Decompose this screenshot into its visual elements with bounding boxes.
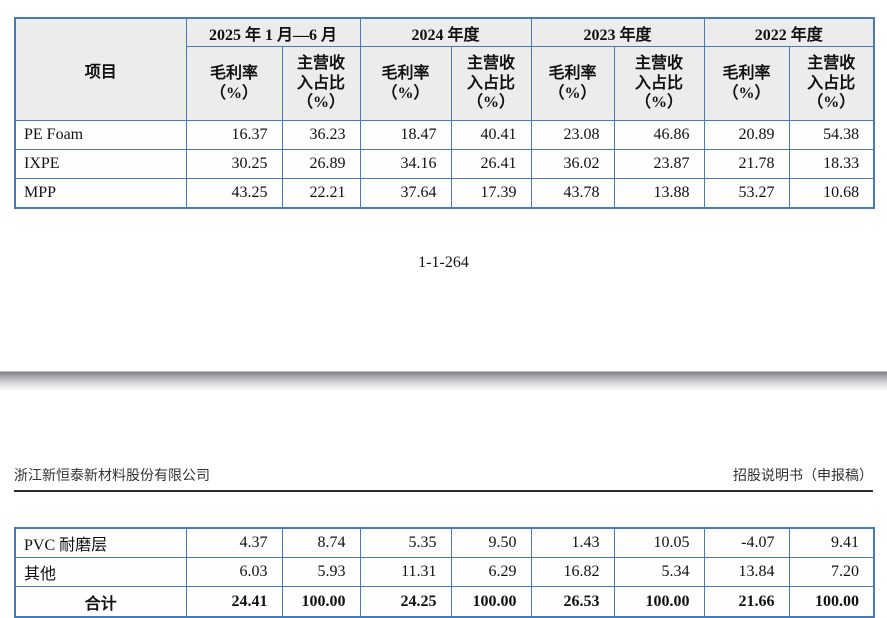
page-number: 1-1-264 bbox=[418, 254, 469, 271]
cell-value: 16.82 bbox=[530, 557, 615, 587]
cell-value: 30.25 bbox=[185, 149, 283, 179]
year-group-2025h1: 2025 年 1 月—6 月 bbox=[185, 17, 361, 47]
cell-value: 21.78 bbox=[703, 149, 790, 179]
cell-value: 100.00 bbox=[788, 586, 875, 618]
row-label: MPP bbox=[14, 178, 187, 209]
cell-value: 4.37 bbox=[185, 527, 283, 558]
cell-value: 18.33 bbox=[788, 149, 875, 179]
cell-value: 9.41 bbox=[788, 527, 875, 558]
cell-value: 11.31 bbox=[359, 557, 452, 587]
cell-value: 5.35 bbox=[359, 527, 452, 558]
row-label: 其他 bbox=[14, 557, 187, 587]
page-1: 项目 2025 年 1 月—6 月 2024 年度 2023 年度 2022 年… bbox=[0, 17, 887, 371]
cell-value: 17.39 bbox=[450, 178, 532, 209]
metric-revenue-share: 主营收 入占比 （%） bbox=[613, 46, 705, 121]
table-row-other: 其他 6.03 5.93 11.31 6.29 16.82 5.34 13.84… bbox=[14, 557, 875, 587]
table-row-pe-foam: PE Foam 16.37 36.23 18.47 40.41 23.08 46… bbox=[14, 120, 875, 150]
corner-header-item: 项目 bbox=[14, 17, 187, 121]
cell-value: 53.27 bbox=[703, 178, 790, 209]
cell-value: 18.47 bbox=[359, 120, 452, 150]
year-group-2023: 2023 年度 bbox=[530, 17, 705, 47]
cell-value: 23.08 bbox=[530, 120, 615, 150]
cell-value: 36.23 bbox=[281, 120, 361, 150]
table-row-total: 合计 24.41 100.00 24.25 100.00 26.53 100.0… bbox=[14, 586, 875, 618]
cell-value: 54.38 bbox=[788, 120, 875, 150]
cell-value: 34.16 bbox=[359, 149, 452, 179]
table-row-ixpe: IXPE 30.25 26.89 34.16 26.41 36.02 23.87… bbox=[14, 149, 875, 179]
cell-value: 6.29 bbox=[450, 557, 532, 587]
metric-header-row: 毛利率 （%） 主营收 入占比 （%） 毛利率 （%） 主营收 入占比 （%） 毛利率 （%）… bbox=[15, 46, 875, 121]
metric-gross-margin: 毛利率 （%） bbox=[530, 46, 615, 121]
cell-value: 5.34 bbox=[613, 557, 705, 587]
cell-value: 100.00 bbox=[281, 586, 361, 618]
year-group-2024: 2024 年度 bbox=[359, 17, 532, 47]
cell-value: 26.89 bbox=[281, 149, 361, 179]
cell-value: 1.43 bbox=[530, 527, 615, 558]
cell-value: 37.64 bbox=[359, 178, 452, 209]
page2-running-header: 浙江新恒泰新材料股份有限公司 招股说明书（申报稿） bbox=[14, 465, 873, 492]
metric-gross-margin: 毛利率 （%） bbox=[359, 46, 452, 121]
table-row-pvc: PVC 耐磨层 4.37 8.74 5.35 9.50 1.43 10.05 -… bbox=[14, 527, 875, 558]
cell-value: 5.93 bbox=[281, 557, 361, 587]
cell-value: 8.74 bbox=[281, 527, 361, 558]
table-row-mpp: MPP 43.25 22.21 37.64 17.39 43.78 13.88 … bbox=[14, 178, 875, 209]
cell-value: -4.07 bbox=[703, 527, 790, 558]
metric-gross-margin: 毛利率 （%） bbox=[185, 46, 283, 121]
row-label: PVC 耐磨层 bbox=[14, 527, 187, 558]
cell-value: 13.84 bbox=[703, 557, 790, 587]
cell-value: 22.21 bbox=[281, 178, 361, 209]
metric-gross-margin: 毛利率 （%） bbox=[703, 46, 790, 121]
cell-value: 36.02 bbox=[530, 149, 615, 179]
cell-value: 10.68 bbox=[788, 178, 875, 209]
margin-share-table-continued: PVC 耐磨层 4.37 8.74 5.35 9.50 1.43 10.05 -… bbox=[14, 527, 875, 618]
metric-revenue-share: 主营收 入占比 （%） bbox=[281, 46, 361, 121]
cell-value: 46.86 bbox=[613, 120, 705, 150]
margin-share-table-top: 项目 2025 年 1 月—6 月 2024 年度 2023 年度 2022 年… bbox=[14, 17, 876, 209]
company-name: 浙江新恒泰新材料股份有限公司 bbox=[14, 469, 210, 484]
cell-value: 7.20 bbox=[788, 557, 875, 587]
page-separator bbox=[0, 371, 887, 390]
cell-value: 21.66 bbox=[703, 586, 790, 618]
cell-value: 9.50 bbox=[450, 527, 532, 558]
cell-value: 43.78 bbox=[530, 178, 615, 209]
cell-value: 10.05 bbox=[613, 527, 705, 558]
row-label: PE Foam bbox=[14, 120, 187, 150]
cell-value: 13.88 bbox=[613, 178, 705, 209]
document-type: 招股说明书（申报稿） bbox=[733, 469, 873, 484]
cell-value: 43.25 bbox=[185, 178, 283, 209]
row-label: IXPE bbox=[14, 149, 187, 179]
cell-value: 6.03 bbox=[185, 557, 283, 587]
cell-value: 24.41 bbox=[185, 586, 283, 618]
cell-value: 20.89 bbox=[703, 120, 790, 150]
cell-value: 26.41 bbox=[450, 149, 532, 179]
year-group-header-row: 项目 2025 年 1 月—6 月 2024 年度 2023 年度 2022 年… bbox=[14, 17, 875, 121]
cell-value: 100.00 bbox=[450, 586, 532, 618]
metric-revenue-share: 主营收 入占比 （%） bbox=[450, 46, 532, 121]
metric-revenue-share: 主营收 入占比 （%） bbox=[788, 46, 875, 121]
cell-value: 24.25 bbox=[359, 586, 452, 618]
year-group-2022: 2022 年度 bbox=[703, 17, 875, 47]
row-label-total: 合计 bbox=[14, 586, 187, 618]
cell-value: 100.00 bbox=[613, 586, 705, 618]
page-2: 浙江新恒泰新材料股份有限公司 招股说明书（申报稿） PVC 耐磨层 4.37 8… bbox=[0, 465, 887, 618]
cell-value: 40.41 bbox=[450, 120, 532, 150]
cell-value: 26.53 bbox=[530, 586, 615, 618]
page1-bottom-margin bbox=[0, 277, 887, 371]
cell-value: 16.37 bbox=[185, 120, 283, 150]
cell-value: 23.87 bbox=[613, 149, 705, 179]
